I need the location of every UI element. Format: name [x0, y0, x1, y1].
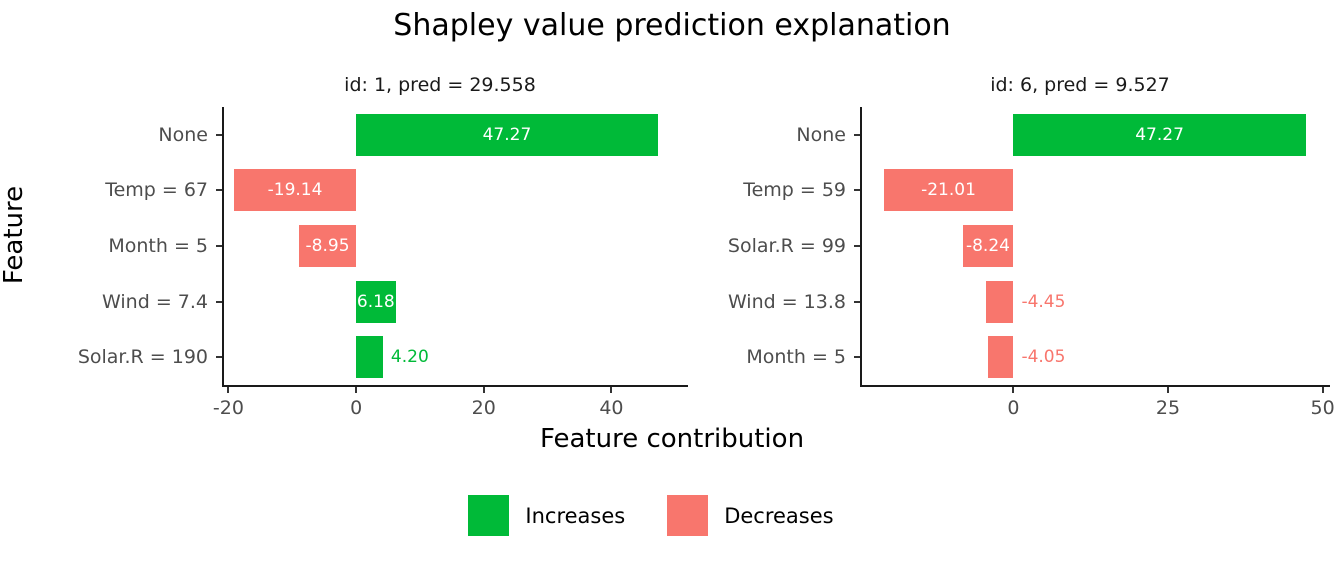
bar-value-label: 47.27: [482, 124, 532, 145]
bar-value-label: 6.18: [356, 291, 395, 312]
x-axis-tick: [1321, 387, 1324, 393]
bar[interactable]: [356, 113, 658, 156]
y-axis-tick: [854, 300, 860, 303]
x-axis-tick: [227, 387, 230, 393]
bar-value-label: -8.24: [965, 236, 1010, 256]
panel-background: 47.27 -21.01 -8.24 -4.45 -4.05: [862, 107, 1330, 385]
chart-title: Shapley value prediction explanation: [393, 8, 951, 43]
x-axis-tick: [482, 387, 485, 393]
y-axis-tick-label: Solar.R = 190: [77, 346, 208, 369]
bar-value-label: 47.27: [1135, 124, 1184, 145]
y-axis-tick-label: Solar.R = 99: [727, 235, 846, 257]
y-axis-tick-label: None: [796, 123, 846, 146]
bar-value-label: -21.01: [921, 180, 976, 201]
y-axis-tick-label: Temp = 67: [105, 179, 208, 202]
y-axis-tick-label: Month = 5: [108, 235, 208, 257]
y-axis-line: [222, 107, 224, 387]
y-axis-tick-label: Wind = 7.4: [102, 290, 208, 313]
y-axis-tick-label: None: [158, 123, 208, 146]
y-axis-line: [860, 107, 862, 387]
bar-value-label: -4.45: [1021, 291, 1066, 312]
y-axis-tick: [216, 245, 222, 247]
legend-item-decreases: Decreases: [667, 495, 875, 536]
bar[interactable]: [298, 225, 357, 267]
y-axis-tick: [854, 356, 860, 359]
x-axis-title: Feature contribution: [539, 424, 805, 454]
y-axis-tick-label: Wind = 13.8: [727, 290, 846, 313]
x-axis-tick-label: 50: [1310, 397, 1335, 419]
y-axis-tick: [216, 133, 222, 136]
panel-background: 47.27 -19.14 -8.95 6.18 4.20: [224, 107, 688, 385]
bar[interactable]: [233, 169, 357, 212]
bar[interactable]: [962, 225, 1014, 267]
bar[interactable]: [356, 336, 383, 379]
x-axis-tick-label: 25: [1155, 397, 1181, 419]
bar[interactable]: [988, 336, 1014, 379]
x-axis-line: [860, 385, 1330, 387]
plot-panel-1: 47.27 -19.14 -8.95 6.18 4.20 None Temp = 67 Mon…: [78, 107, 688, 419]
bar[interactable]: [1013, 113, 1306, 156]
legend-swatch-increases: [468, 495, 510, 536]
x-axis-tick-label: 20: [471, 397, 496, 419]
legend: Increases Decreases: [0, 495, 1344, 536]
legend-label-increases: Increases: [525, 503, 626, 528]
legend-label-decreases: Decreases: [724, 503, 834, 528]
facet-label-panel-2: id: 6, pred = 9.527: [990, 74, 1170, 96]
bar[interactable]: [356, 280, 396, 323]
y-axis-tick-label: Temp = 59: [743, 179, 846, 202]
bar-value-label: 4.20: [390, 347, 429, 368]
x-axis-tick: [1167, 387, 1170, 393]
y-axis-tick: [216, 189, 222, 192]
x-axis-tick: [355, 387, 358, 393]
bar[interactable]: [985, 280, 1014, 323]
x-axis-tick-label: 0: [1007, 397, 1020, 419]
y-axis-tick: [854, 245, 860, 247]
bar-value-label: -19.14: [267, 180, 323, 201]
legend-item-increases: Increases: [468, 495, 667, 536]
bar-value-label: -4.05: [1021, 347, 1066, 368]
y-axis-tick: [216, 356, 222, 359]
x-axis-line: [222, 385, 688, 387]
bar[interactable]: [883, 169, 1014, 212]
facet-label-panel-1: id: 1, pred = 29.558: [344, 74, 536, 96]
bar-value-label: -8.95: [305, 236, 350, 256]
legend-swatch-decreases: [667, 495, 709, 536]
x-axis-tick-label: -20: [212, 397, 244, 419]
y-axis-tick: [854, 189, 860, 192]
x-axis-tick: [610, 387, 613, 393]
y-axis-tick: [854, 133, 860, 136]
x-axis-tick: [1012, 387, 1015, 393]
y-axis-tick-label: Month = 5: [746, 346, 846, 369]
x-axis-tick-label: 40: [599, 397, 624, 419]
y-axis-tick: [216, 300, 222, 303]
plot-panel-2: 47.27 -21.01 -8.24 -4.45 -4.05 None Temp = 59 S…: [728, 107, 1335, 419]
x-axis-tick-label: 0: [350, 397, 363, 419]
